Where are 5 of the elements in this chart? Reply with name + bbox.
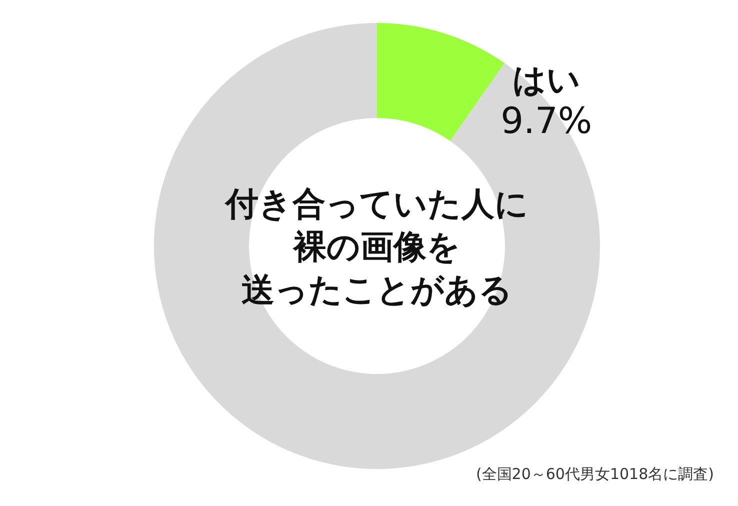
donut-slice xyxy=(154,23,600,469)
text: (全国20～60代男女1018名に調査) xyxy=(476,465,714,484)
slice-label: はい xyxy=(512,60,581,100)
data-label: 9.7% xyxy=(500,101,592,142)
text: 付き合っていた人に裸の画像を送ったことがある xyxy=(224,182,530,310)
